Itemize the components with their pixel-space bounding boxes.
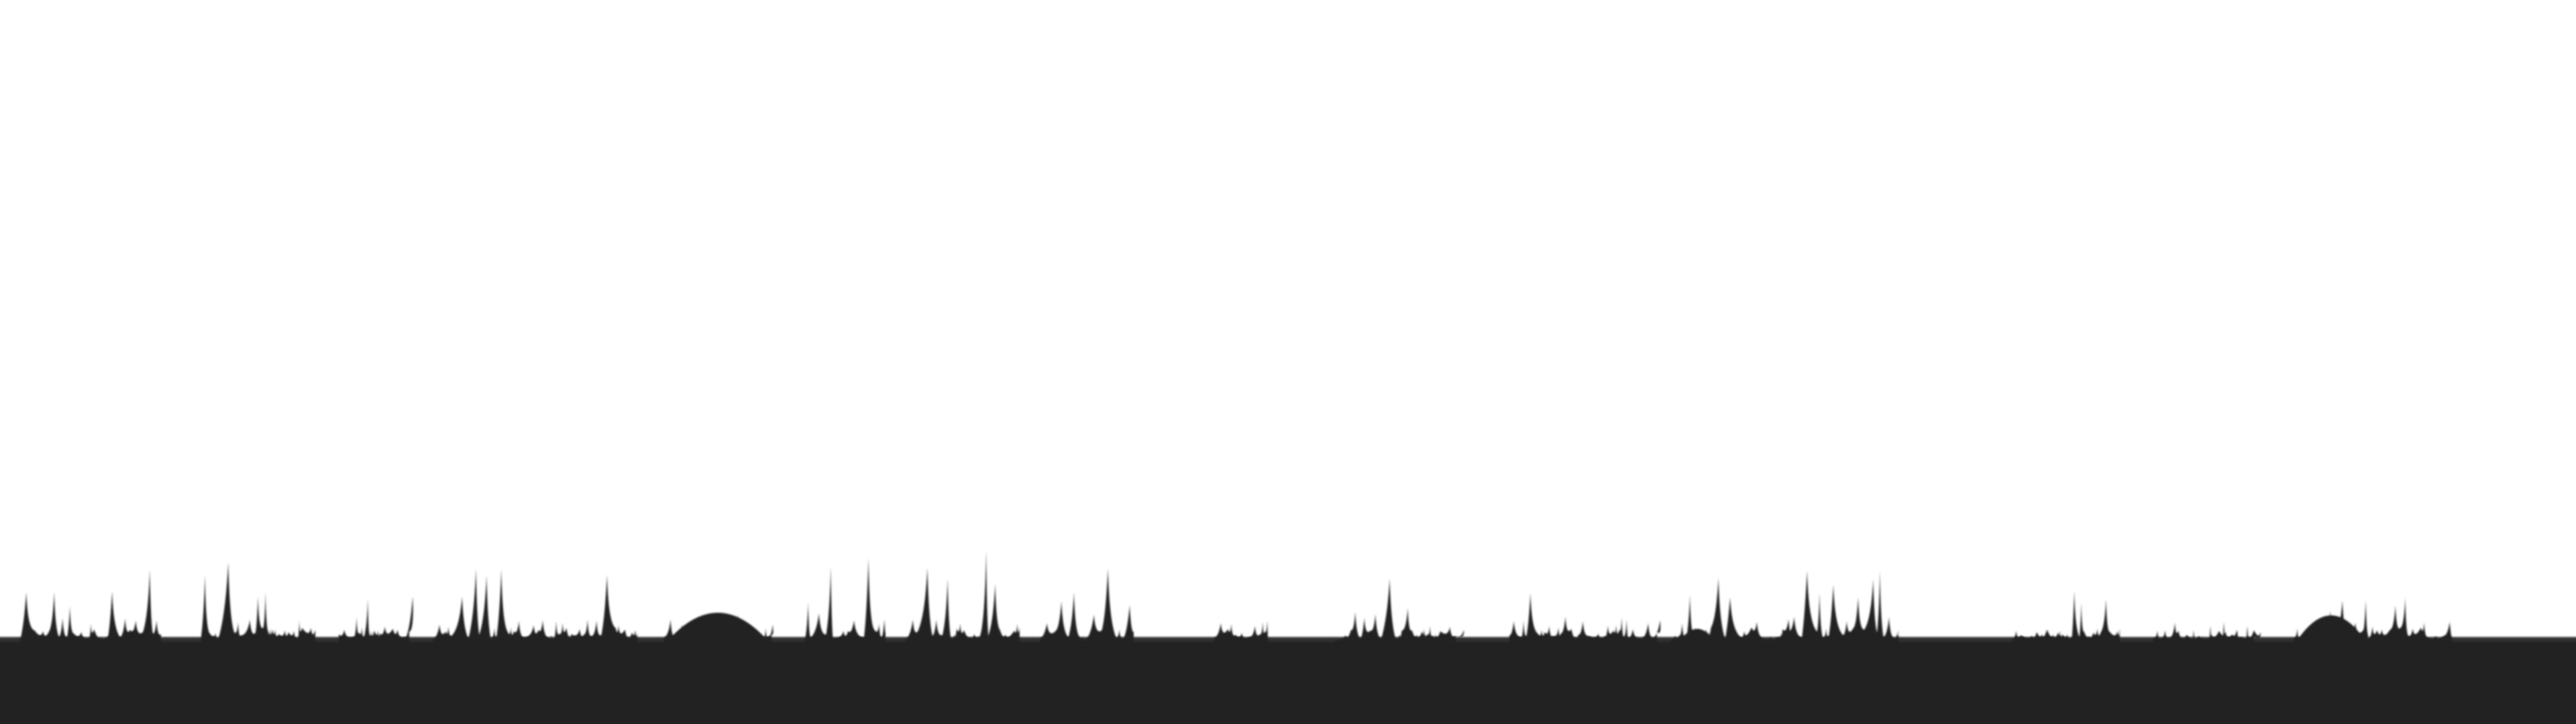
grass-clump bbox=[906, 550, 1020, 648]
grass-clump bbox=[433, 568, 637, 648]
ground bbox=[0, 644, 2576, 724]
bush-mound bbox=[1677, 629, 1717, 645]
grass-blade bbox=[2236, 630, 2239, 645]
grass-clump bbox=[339, 596, 413, 648]
grass-clump bbox=[1778, 570, 1898, 648]
bush-mound bbox=[664, 613, 771, 645]
grass-clump bbox=[1670, 578, 1791, 648]
grass-clump bbox=[1214, 620, 1268, 648]
grass-clump bbox=[20, 570, 161, 648]
grass-clump bbox=[1040, 568, 1134, 648]
grass-clumps bbox=[20, 550, 2452, 648]
grass-clump bbox=[2012, 591, 2120, 648]
horizon-line bbox=[0, 636, 2576, 644]
grass-blade bbox=[2209, 626, 2212, 645]
bush-mound bbox=[2294, 615, 2368, 645]
grass-clump bbox=[2368, 598, 2452, 648]
grass-clump bbox=[1509, 593, 1661, 648]
grass-clump bbox=[1335, 579, 1464, 648]
grass-blade bbox=[2192, 630, 2195, 645]
grass-blade bbox=[2246, 626, 2249, 645]
grass-clump bbox=[2153, 622, 2261, 648]
grass-clump bbox=[805, 558, 885, 648]
grass-blade bbox=[2222, 622, 2225, 645]
grass-clump bbox=[201, 562, 315, 648]
